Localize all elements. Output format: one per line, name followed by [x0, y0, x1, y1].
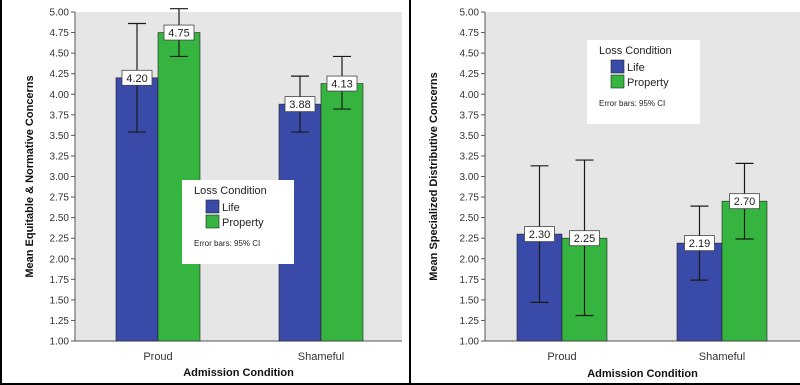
data-label: 3.88	[289, 99, 310, 111]
data-label-box	[524, 226, 555, 242]
y-tick-label: 1.25	[50, 316, 70, 327]
legend-title: Loss Condition	[599, 45, 672, 57]
y-tick-label: 2.50	[50, 213, 70, 224]
y-tick-label: 3.25	[460, 151, 480, 162]
y-axis-title: Mean Equitable & Normative Concerns	[24, 75, 36, 277]
x-tick-label-shameful: Shameful	[298, 351, 344, 363]
legend-note: Error bars: 95% CI	[599, 99, 665, 108]
y-tick-label: 2.25	[460, 234, 480, 245]
y-tick-label: 5.00	[460, 8, 480, 19]
legend-box	[587, 40, 700, 124]
legend-label-life: Life	[222, 202, 240, 214]
y-tick-label: 3.75	[50, 110, 70, 121]
error-bars	[530, 159, 754, 317]
data-labels: 4.20 4.75 3.88 4.13	[121, 24, 358, 113]
data-label: 4.20	[126, 73, 147, 85]
y-tick-label: 3.50	[460, 131, 480, 142]
y-tick-label: 1.75	[460, 275, 480, 286]
data-labels: 2.30 2.25 2.19 2.70	[524, 193, 760, 252]
data-label-box	[121, 69, 153, 86]
y-tick-label: 1.50	[50, 295, 70, 306]
legend-label-property: Property	[222, 217, 264, 229]
data-label: 2.19	[689, 238, 710, 250]
y-tick-label: 2.00	[460, 254, 480, 265]
legend-label-life: Life	[627, 62, 645, 74]
y-tick-label: 4.75	[460, 28, 480, 39]
data-label: 2.70	[734, 196, 755, 208]
x-tick-label-proud: Proud	[143, 351, 172, 363]
data-label: 2.25	[574, 233, 595, 245]
data-label-box	[163, 24, 195, 41]
legend-swatch-life	[610, 59, 625, 74]
y-tick-label: 2.00	[50, 254, 70, 265]
y-tick-label: 2.50	[460, 213, 480, 224]
y-axis: 1.00 1.25 1.50 1.75 2.00 2.25 2.50 2.75 3.00 3.25…	[460, 8, 800, 348]
y-tick-label: 1.00	[50, 337, 70, 348]
x-axis-categories: Proud Shameful	[547, 351, 745, 363]
chart-panel-equitable-normative: 1.00 1.25 1.50 1.75 2.00 2.25 2.50 2.75 3.00 3.25…	[24, 8, 402, 379]
x-axis-title: Admission Condition	[183, 367, 294, 379]
y-tick-label: 1.25	[460, 316, 480, 327]
y-tick-label: 4.50	[460, 49, 480, 60]
data-label-box	[569, 230, 600, 247]
y-axis-title: Mean Specialized Distributive Concerns	[428, 72, 440, 280]
legend-note: Error bars: 95% CI	[194, 239, 260, 248]
y-tick-label: 5.00	[50, 8, 70, 19]
y-tick-label: 4.50	[50, 49, 70, 60]
y-tick-label: 1.00	[460, 337, 480, 348]
legend: Loss Condition Life Property Error bars:…	[587, 40, 700, 124]
x-axis-categories: Proud Shameful	[143, 351, 344, 363]
y-tick-label: 2.25	[50, 234, 70, 245]
x-axis-title: Admission Condition	[587, 368, 698, 380]
y-tick-label: 3.50	[50, 131, 70, 142]
legend-label-property: Property	[627, 77, 669, 89]
y-tick-label: 2.75	[50, 193, 70, 204]
data-label-box	[684, 235, 715, 252]
y-tick-label: 3.00	[50, 172, 70, 183]
chart-panel-specialized-distributive: 1.00 1.25 1.50 1.75 2.00 2.25 2.50 2.75 3.00 3.25…	[428, 8, 800, 380]
data-label-box	[729, 193, 760, 210]
y-tick-label: 2.75	[460, 193, 480, 204]
data-label: 4.13	[331, 79, 352, 91]
x-tick-label-shameful: Shameful	[699, 351, 745, 363]
data-label: 4.75	[168, 28, 189, 40]
legend-swatch-property	[205, 214, 220, 229]
y-tick-label: 4.25	[460, 69, 480, 80]
legend-swatch-property	[610, 74, 625, 89]
y-tick-label: 1.50	[460, 295, 480, 306]
data-label: 2.30	[529, 229, 550, 241]
y-tick-label: 3.00	[460, 172, 480, 183]
data-label-box	[284, 96, 316, 113]
legend-swatch-life	[205, 199, 220, 214]
x-tick-label-proud: Proud	[547, 351, 576, 363]
legend-box	[182, 180, 294, 264]
y-axis: 1.00 1.25 1.50 1.75 2.00 2.25 2.50 2.75 3.00 3.25…	[50, 8, 402, 348]
y-tick-label: 1.75	[50, 275, 70, 286]
y-tick-label: 4.75	[50, 28, 70, 39]
data-label-box	[326, 75, 358, 92]
y-tick-label: 4.25	[50, 69, 70, 80]
legend: Loss Condition Life Property Error bars:…	[182, 180, 294, 264]
bar-property-shameful	[320, 83, 364, 342]
y-tick-label: 4.00	[460, 90, 480, 101]
y-tick-label: 4.00	[50, 90, 70, 101]
legend-title: Loss Condition	[194, 185, 267, 197]
y-tick-label: 3.25	[50, 151, 70, 162]
y-tick-label: 3.75	[460, 110, 480, 121]
